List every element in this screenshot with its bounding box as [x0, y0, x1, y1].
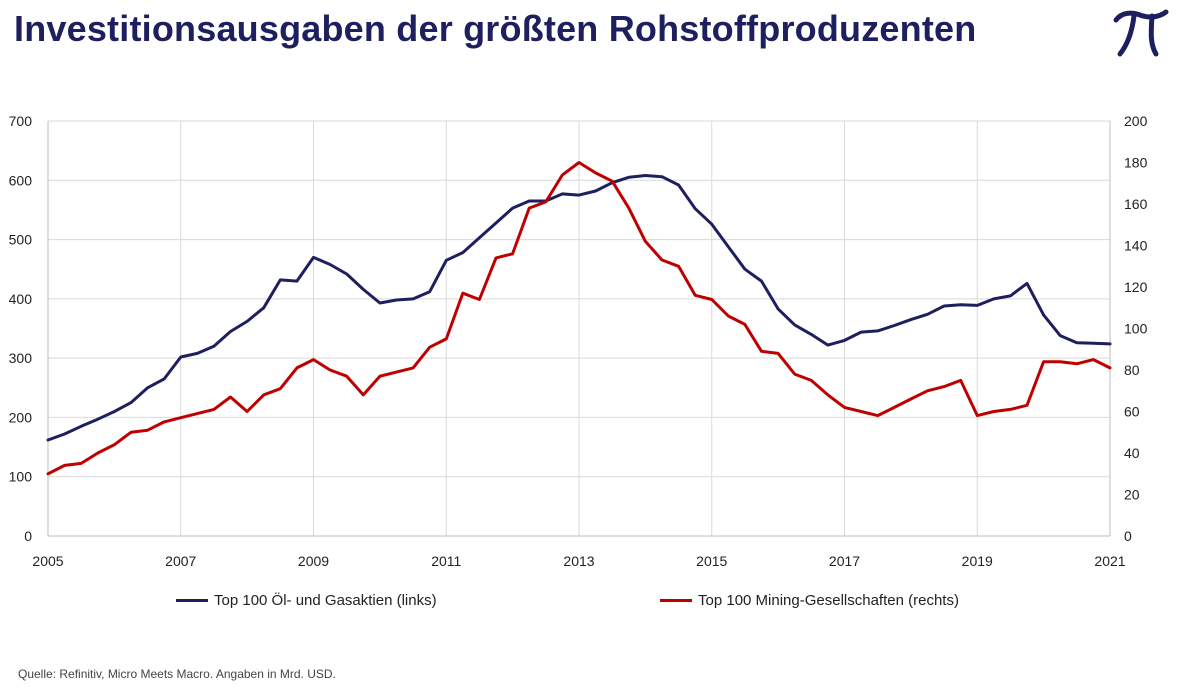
x-tick-label: 2021 [1094, 553, 1125, 569]
y-left-tick-label: 200 [9, 409, 33, 425]
x-tick-label: 2013 [563, 553, 594, 569]
y-left-tick-label: 700 [9, 113, 33, 129]
x-tick-label: 2015 [696, 553, 727, 569]
y-left-tick-label: 100 [9, 469, 33, 485]
y-right-tick-label: 100 [1124, 321, 1148, 337]
x-tick-label: 2009 [298, 553, 329, 569]
chart-grid [47, 120, 1111, 537]
x-tick-label: 2011 [431, 553, 461, 569]
y-right-tick-label: 80 [1124, 362, 1140, 378]
x-tick-label: 2017 [829, 553, 860, 569]
legend-item-oil: Top 100 Öl- und Gasaktien (links) [176, 592, 437, 609]
legend-item-mining: Top 100 Mining-Gesellschaften (rechts) [660, 592, 959, 609]
legend-label-mining: Top 100 Mining-Gesellschaften (rechts) [698, 592, 959, 609]
y-right-tick-label: 140 [1124, 238, 1148, 254]
y-right-tick-label: 200 [1124, 113, 1148, 129]
pi-logo-icon [1113, 9, 1169, 57]
legend-swatch-mining [660, 599, 692, 602]
y-right-tick-label: 60 [1124, 404, 1140, 420]
source-note: Quelle: Refinitiv, Micro Meets Macro. An… [18, 667, 336, 681]
x-tick-label: 2007 [165, 553, 196, 569]
y-right-tick-label: 40 [1124, 445, 1140, 461]
y-right-tick-label: 0 [1124, 528, 1132, 544]
series-line-oil-gas [46, 174, 1112, 442]
legend-label-oil: Top 100 Öl- und Gasaktien (links) [214, 592, 437, 609]
legend-swatch-oil [176, 599, 208, 602]
chart-series [46, 161, 1112, 476]
x-tick-label: 2019 [962, 553, 993, 569]
page-title: Investitionsausgaben der größten Rohstof… [14, 8, 977, 49]
y-left-tick-label: 400 [9, 291, 33, 307]
y-left-tick-label: 600 [9, 172, 33, 188]
y-right-tick-label: 120 [1124, 279, 1148, 295]
y-left-tick-label: 500 [9, 232, 33, 248]
x-tick-label: 2005 [32, 553, 63, 569]
chart-axes: 0 100 200 300 400 500 600 700 0 20 40 60 80 100 120 140… [9, 113, 1148, 569]
y-left-tick-label: 0 [24, 528, 32, 544]
y-left-tick-label: 300 [9, 350, 33, 366]
y-right-tick-label: 160 [1124, 196, 1148, 212]
series-line-mining [46, 161, 1112, 476]
y-right-tick-label: 20 [1124, 487, 1140, 503]
y-right-tick-label: 180 [1124, 155, 1148, 171]
